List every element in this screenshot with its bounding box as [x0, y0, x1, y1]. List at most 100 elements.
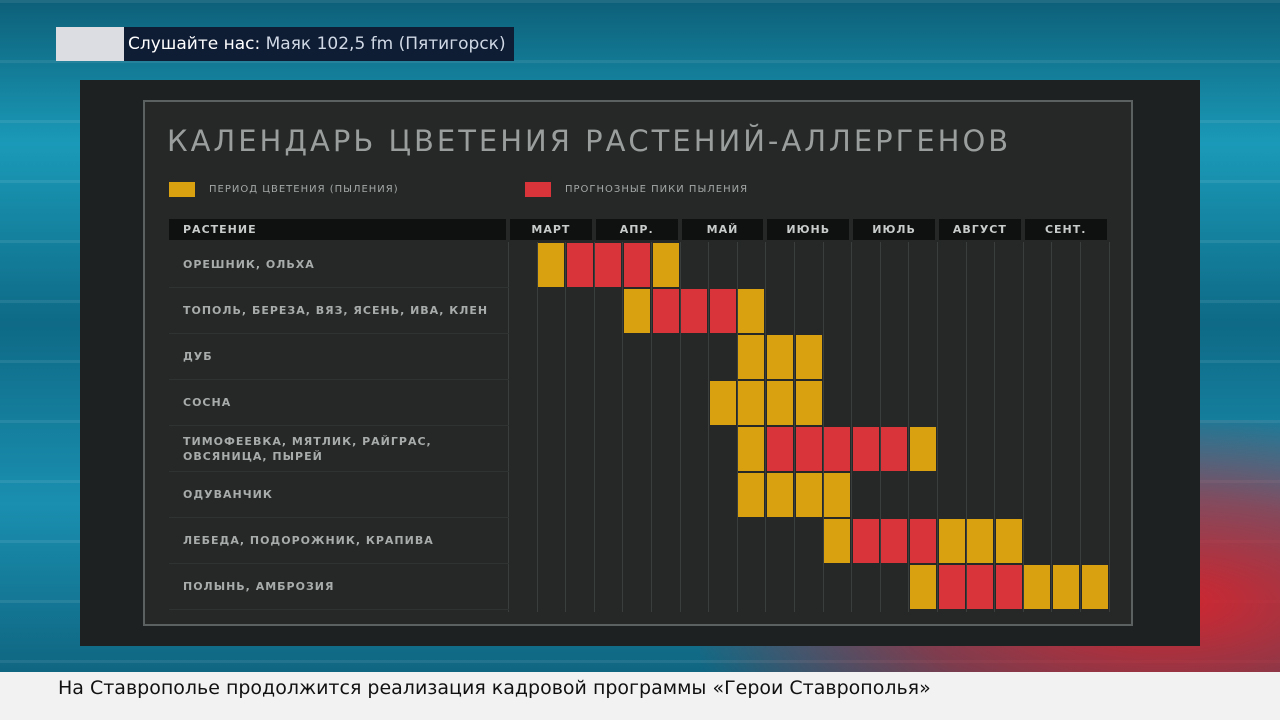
- legend-bloom: ПЕРИОД ЦВЕТЕНИЯ (ПЫЛЕНИЯ): [169, 182, 399, 197]
- bloom-cell: [623, 289, 650, 333]
- bloom-cell: [709, 381, 736, 425]
- bloom-cell: [766, 335, 793, 379]
- plant-label: ТОПОЛЬ, БЕРЕЗА, ВЯЗ, ЯСЕНЬ, ИВА, КЛЕН: [169, 288, 509, 334]
- peak-cell: [967, 565, 994, 609]
- bloom-cell: [766, 473, 793, 517]
- chart-title: КАЛЕНДАРЬ ЦВЕТЕНИЯ РАСТЕНИЙ-АЛЛЕРГЕНОВ: [167, 124, 1012, 158]
- channel-logo-box: [56, 27, 124, 61]
- grid-line: [1108, 242, 1110, 612]
- bloom-cell: [738, 427, 765, 471]
- grid-line: [508, 242, 509, 612]
- bloom-cell: [738, 473, 765, 517]
- grid-line: [765, 242, 767, 612]
- bloom-cell: [738, 381, 765, 425]
- plant-name: ОДУВАНЧИК: [183, 488, 273, 501]
- month-header: ИЮНЬ: [767, 219, 850, 240]
- peak-cell: [709, 289, 736, 333]
- grid-line: [1080, 242, 1081, 612]
- month-header: АВГУСТ: [939, 219, 1021, 240]
- bloom-cell: [738, 289, 765, 333]
- bloom-cell: [795, 473, 822, 517]
- grid-line: [622, 242, 624, 612]
- grid-line: [908, 242, 910, 612]
- grid-line: [565, 242, 567, 612]
- month-header: СЕНТ.: [1024, 219, 1107, 240]
- grid-line: [794, 242, 795, 612]
- plant-column-header: РАСТЕНИЕ: [169, 219, 506, 240]
- plant-name: ТИМОФЕЕВКА, МЯТЛИК, РАЙГРАС, ОВСЯНИЦА, П…: [183, 434, 432, 463]
- grid-line: [822, 242, 824, 612]
- bloom-cell: [909, 565, 936, 609]
- bloom-cell: [824, 519, 851, 563]
- peak-cell: [852, 427, 879, 471]
- legend-label: ПЕРИОД ЦВЕТЕНИЯ (ПЫЛЕНИЯ): [209, 184, 399, 195]
- peak-cell: [595, 243, 622, 287]
- bloom-cell: [938, 519, 965, 563]
- bloom-cell: [824, 473, 851, 517]
- grid-line: [651, 242, 652, 612]
- legend-label: ПРОГНОЗНЫЕ ПИКИ ПЫЛЕНИЯ: [565, 184, 749, 195]
- bloom-cell: [766, 381, 793, 425]
- bloom-cell: [738, 335, 765, 379]
- peak-cell: [766, 427, 793, 471]
- bloom-cell: [795, 335, 822, 379]
- plant-name: ЛЕБЕДА, ПОДОРОЖНИК, КРАПИВА: [183, 534, 434, 547]
- legend-peak: ПРОГНОЗНЫЕ ПИКИ ПЫЛЕНИЯ: [525, 182, 748, 197]
- grid-line: [536, 242, 538, 612]
- peak-cell: [681, 289, 708, 333]
- plant-label: ОДУВАНЧИК: [169, 472, 509, 518]
- plant-label: ДУБ: [169, 334, 509, 380]
- bloom-cell: [652, 243, 679, 287]
- plant-label: ОРЕШНИК, ОЛЬХА: [169, 242, 509, 288]
- grid-line: [965, 242, 967, 612]
- grid-line: [851, 242, 853, 612]
- plant-label: ПОЛЫНЬ, АМБРОЗИЯ: [169, 564, 509, 610]
- month-header: ИЮЛЬ: [853, 219, 935, 240]
- bloom-cell: [909, 427, 936, 471]
- grid-line: [679, 242, 681, 612]
- grid-line: [708, 242, 710, 612]
- plant-name: ДУБ: [183, 350, 213, 363]
- plant-name: ПОЛЫНЬ, АМБРОЗИЯ: [183, 580, 335, 593]
- grid-line: [736, 242, 738, 612]
- legend-swatch-bloom: [169, 182, 195, 197]
- peak-cell: [824, 427, 851, 471]
- peak-cell: [938, 565, 965, 609]
- banner-prefix: Слушайте нас:: [128, 34, 261, 54]
- month-header: МАРТ: [510, 219, 592, 240]
- month-header: МАЙ: [681, 219, 764, 240]
- plant-name: СОСНА: [183, 396, 232, 409]
- peak-cell: [652, 289, 679, 333]
- bloom-cell: [1024, 565, 1051, 609]
- bloom-cell: [1081, 565, 1108, 609]
- peak-cell: [881, 519, 908, 563]
- peak-cell: [909, 519, 936, 563]
- bloom-cell: [795, 381, 822, 425]
- peak-cell: [623, 243, 650, 287]
- grid-line: [937, 242, 938, 612]
- grid-line: [994, 242, 996, 612]
- plant-name: ОРЕШНИК, ОЛЬХА: [183, 258, 315, 271]
- peak-cell: [566, 243, 593, 287]
- bloom-cell: [1052, 565, 1079, 609]
- peak-cell: [881, 427, 908, 471]
- peak-cell: [995, 565, 1022, 609]
- plant-name: ТОПОЛЬ, БЕРЕЗА, ВЯЗ, ЯСЕНЬ, ИВА, КЛЕН: [183, 304, 489, 317]
- bloom-cell: [967, 519, 994, 563]
- plant-label: ТИМОФЕЕВКА, МЯТЛИК, РАЙГРАС, ОВСЯНИЦА, П…: [169, 426, 509, 472]
- plant-label: СОСНА: [169, 380, 509, 426]
- news-ticker: На Ставрополье продолжится реализация ка…: [0, 672, 1280, 720]
- allergen-calendar-chart: КАЛЕНДАРЬ ЦВЕТЕНИЯ РАСТЕНИЙ-АЛЛЕРГЕНОВ П…: [143, 100, 1133, 626]
- peak-cell: [795, 427, 822, 471]
- grid-line: [593, 242, 595, 612]
- grid-line: [879, 242, 881, 612]
- legend-swatch-peak: [525, 182, 551, 197]
- radio-banner: Слушайте нас: Маяк 102,5 fm (Пятигорск): [56, 27, 514, 61]
- grid-line: [1051, 242, 1053, 612]
- plant-label: ЛЕБЕДА, ПОДОРОЖНИК, КРАПИВА: [169, 518, 509, 564]
- banner-text: Маяк 102,5 fm (Пятигорск): [265, 34, 506, 54]
- bloom-cell: [538, 243, 565, 287]
- bloom-cell: [995, 519, 1022, 563]
- month-header: АПР.: [595, 219, 678, 240]
- peak-cell: [852, 519, 879, 563]
